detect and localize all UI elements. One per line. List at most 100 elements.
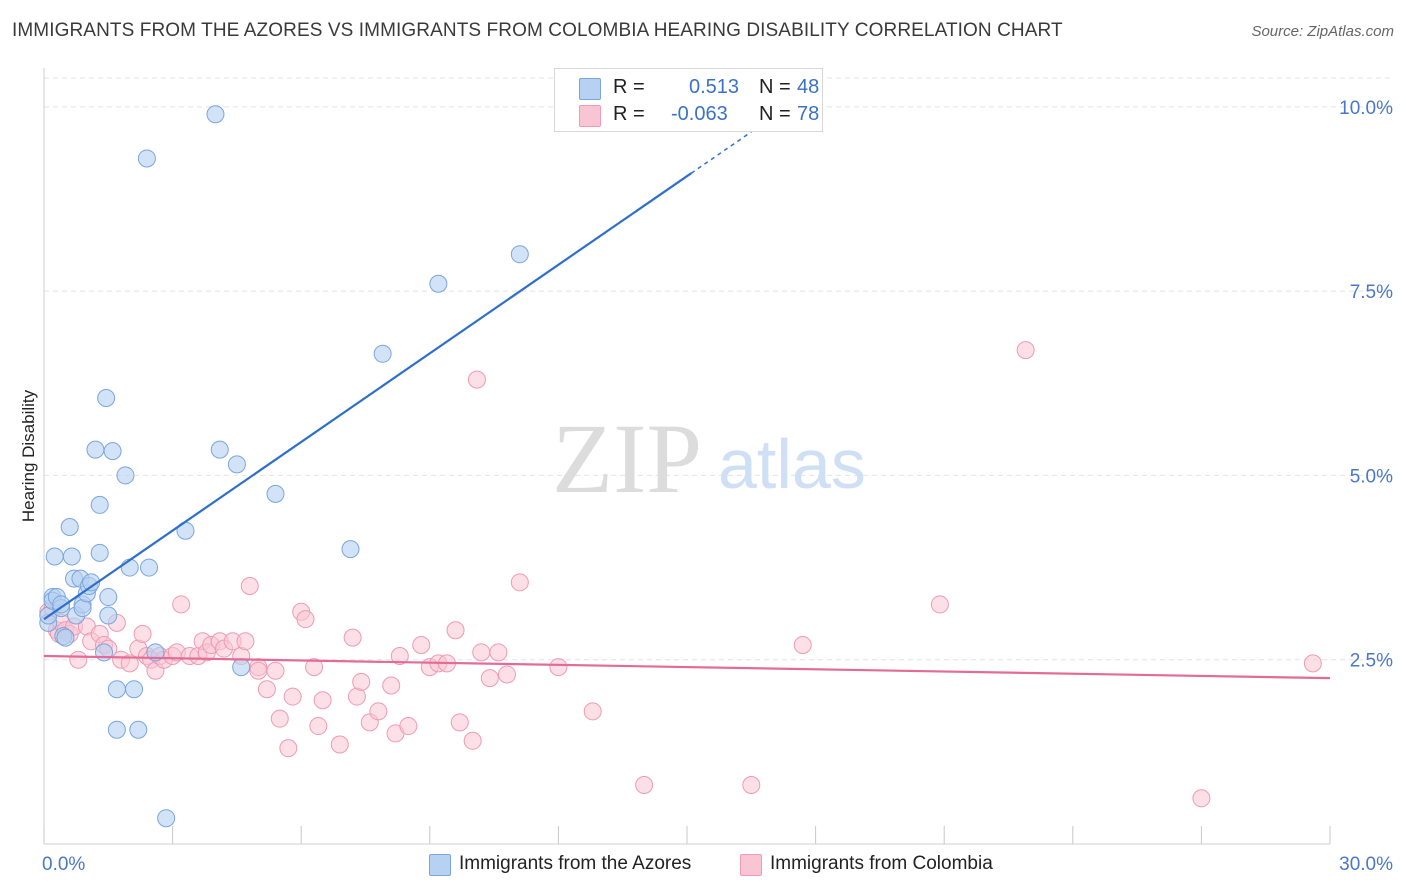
azores-point [86, 440, 105, 459]
colombia-n-value: 78 [797, 103, 820, 125]
azores-point [62, 547, 81, 566]
colombia-point [279, 739, 298, 758]
colombia-point [236, 632, 255, 651]
colombia-point [120, 654, 139, 673]
colombia-point [497, 665, 516, 684]
azores-point [99, 606, 118, 625]
colombia-point [472, 643, 491, 662]
azores-point [210, 440, 229, 459]
colombia-point [583, 702, 602, 721]
azores-point [129, 720, 148, 739]
y-tick-label: 7.5% [1350, 282, 1393, 303]
y-axis-label: Hearing Disability [19, 389, 38, 522]
azores-point [99, 588, 118, 607]
colombia-point [309, 717, 328, 736]
colombia-point [1192, 789, 1211, 808]
azores-point [146, 643, 165, 662]
colombia-point [549, 658, 568, 677]
azores-point [206, 105, 225, 124]
azores-point [266, 484, 285, 503]
colombia-point [249, 661, 268, 680]
azores-point [60, 518, 79, 537]
azores-swatch [579, 78, 601, 100]
azores-trend-extension [690, 131, 752, 174]
colombia-point [1016, 341, 1035, 360]
colombia-point [463, 731, 482, 750]
colombia-point [480, 669, 499, 688]
azores-trend-line [43, 172, 692, 621]
colombia-point [133, 624, 152, 643]
colombia-point [257, 680, 276, 699]
colombia-point [240, 577, 259, 595]
azores-point [341, 540, 360, 559]
colombia-point [793, 635, 812, 654]
azores-point [97, 389, 116, 408]
azores-point [52, 595, 71, 614]
colombia-legend-swatch [740, 854, 762, 876]
azores-point [373, 344, 392, 363]
colombia-point [412, 635, 431, 654]
y-tick-label: 2.5% [1350, 651, 1393, 672]
colombia-r-value: -0.063 [671, 103, 728, 125]
azores-n-value: 48 [797, 76, 820, 98]
azores-point [107, 720, 126, 739]
colombia-point [399, 717, 418, 736]
watermark-atlas: atlas [718, 425, 866, 503]
x-tick-labels: 0.0% 30.0% [42, 854, 1393, 875]
colombia-point [270, 709, 289, 728]
colombia-swatch [579, 105, 601, 127]
watermark-zip: ZIP [552, 403, 702, 514]
azores-point [90, 543, 109, 562]
y-tick-labels: 2.5% 5.0% 7.5% 10.0% [1339, 98, 1393, 672]
azores-point [120, 558, 139, 577]
colombia-point [450, 713, 469, 732]
azores-point [107, 680, 126, 699]
colombia-point [742, 776, 761, 795]
azores-legend-swatch [429, 854, 451, 876]
colombia-point [382, 676, 401, 695]
trend-lines [43, 131, 1331, 680]
azores-point [137, 149, 156, 168]
axes [43, 68, 1331, 845]
colombia-point [930, 595, 949, 614]
correlation-legend: R = 0.513 N = 48 R = -0.063 N = 78 [554, 68, 823, 132]
azores-point [56, 628, 75, 647]
azores-point [157, 809, 176, 828]
colombia-point [352, 672, 371, 691]
watermark: ZIP atlas [552, 403, 866, 514]
colombia-point [313, 691, 332, 710]
colombia-point [343, 628, 362, 647]
azores-point [232, 658, 251, 677]
source-credit: Source: ZipAtlas.com [1251, 23, 1394, 40]
azores-r-label: R = [613, 76, 645, 98]
colombia-r-label: R = [613, 103, 645, 125]
azores-point [510, 245, 529, 264]
colombia-point [635, 776, 654, 795]
series-legend: Immigrants from the Azores Immigrants fr… [0, 852, 1406, 882]
azores-point [140, 558, 159, 577]
colombia-point [296, 610, 315, 629]
colombia-n-label: N = [759, 103, 791, 125]
azores-point [82, 573, 101, 592]
chart-title: IMMIGRANTS FROM THE AZORES VS IMMIGRANTS… [12, 20, 1063, 41]
colombia-point [305, 658, 324, 677]
colombia-trend-line [43, 654, 1331, 680]
azores-point [125, 680, 144, 699]
colombia-legend-label: Immigrants from Colombia [770, 853, 993, 874]
azores-point [103, 442, 122, 461]
azores-point [429, 274, 448, 293]
azores-point [45, 547, 64, 566]
azores-points [39, 105, 529, 828]
y-tick-label: 5.0% [1350, 466, 1393, 487]
x-tick-label: 0.0% [42, 854, 85, 875]
y-tick-label: 10.0% [1339, 98, 1393, 119]
azores-point [116, 466, 135, 485]
colombia-point [266, 661, 285, 680]
azores-n-label: N = [759, 76, 791, 98]
azores-r-value: 0.513 [689, 76, 740, 98]
colombia-point [467, 370, 486, 389]
azores-point [95, 643, 114, 662]
colombia-point [283, 687, 302, 706]
grid-lines [44, 77, 1392, 661]
